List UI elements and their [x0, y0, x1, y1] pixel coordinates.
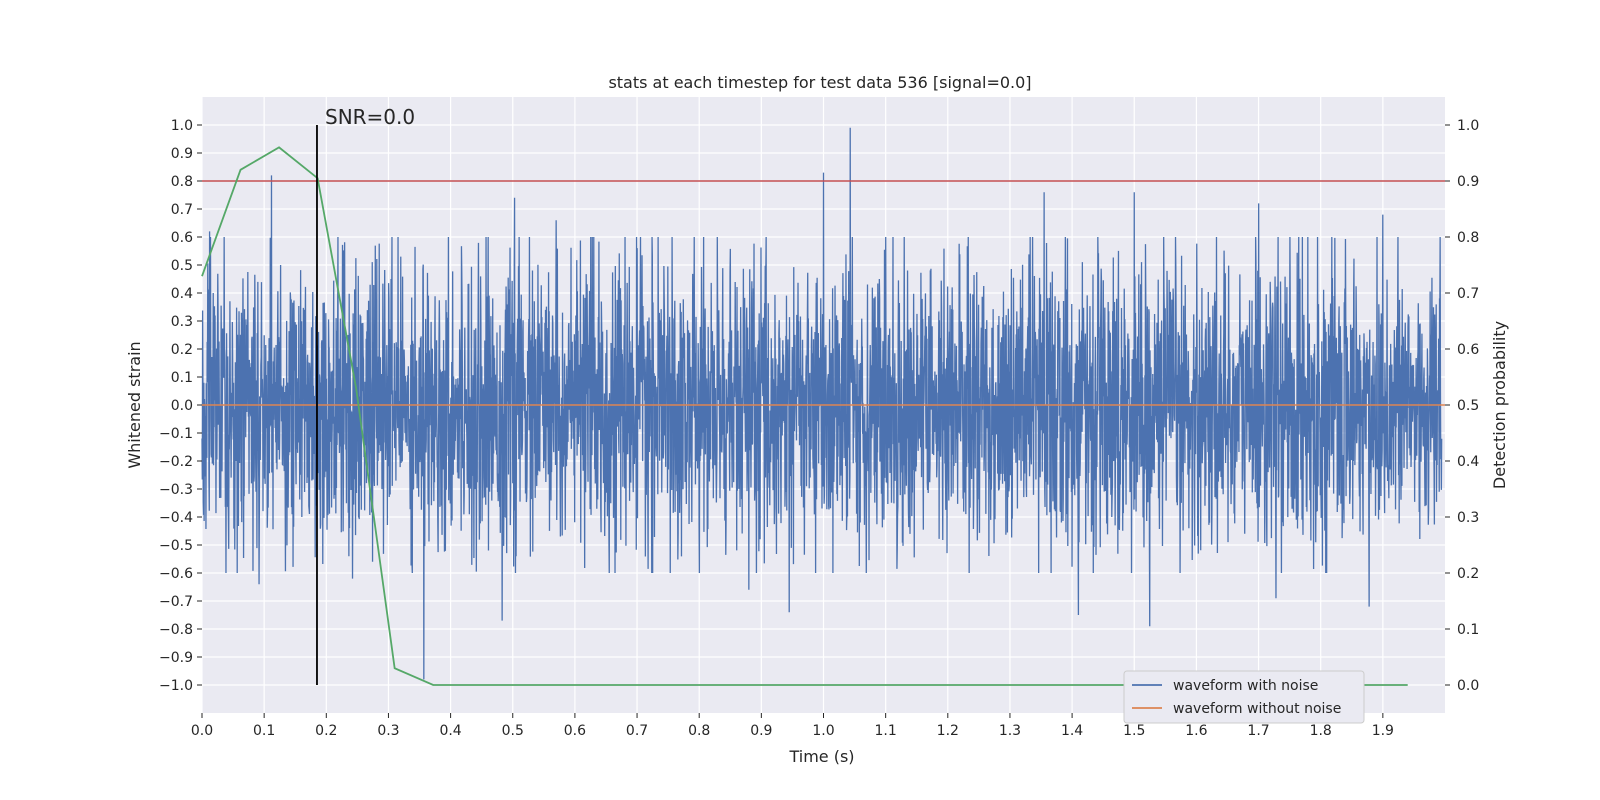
x-tick-label: 1.2 [937, 723, 959, 739]
y2-axis-ticks: 1.0 0.9 0.8 0.7 0.6 0.5 0.4 0.3 0.2 0.1 0.0 [1445, 118, 1479, 694]
y-tick-label: −0.3 [159, 482, 193, 498]
y2-tick-label: 0.3 [1457, 510, 1479, 526]
chart-title: stats at each timestep for test data 536… [608, 73, 1031, 92]
y-tick-label: −0.9 [159, 650, 193, 666]
y-tick-label: 0.8 [171, 174, 193, 190]
y2-tick-label: 0.4 [1457, 454, 1479, 470]
x-tick-label: 0.0 [191, 723, 213, 739]
y-tick-label: 0.2 [171, 342, 193, 358]
y2-tick-label: 0.8 [1457, 230, 1479, 246]
y-axis-ticks: 1.0 0.9 0.8 0.7 0.6 0.5 0.4 0.3 0.2 0.1 0.0 −0.1 −0.… [159, 118, 202, 694]
y-tick-label: −0.7 [159, 594, 193, 610]
x-tick-label: 0.4 [439, 723, 461, 739]
x-tick-label: 0.7 [626, 723, 648, 739]
legend-box [1123, 670, 1365, 724]
noise-waveform-line [201, 127, 1443, 680]
x-tick-label: 0.5 [502, 723, 524, 739]
y-tick-label: 1.0 [171, 118, 193, 134]
y-tick-label: −1.0 [159, 678, 193, 694]
x-tick-label: 1.0 [812, 723, 834, 739]
y2-tick-label: 0.2 [1457, 566, 1479, 582]
x-tick-label: 1.4 [1061, 723, 1083, 739]
x-tick-label: 0.2 [315, 723, 337, 739]
x-tick-label: 1.9 [1372, 723, 1394, 739]
x-axis-label: Time (s) [788, 747, 854, 766]
y-tick-label: 0.7 [171, 202, 193, 218]
snr-annotation: SNR=0.0 [325, 105, 415, 129]
y2-tick-label: 0.7 [1457, 286, 1479, 302]
x-tick-label: 1.8 [1310, 723, 1332, 739]
y-tick-label: 0.6 [171, 230, 193, 246]
x-tick-label: 0.9 [750, 723, 772, 739]
y-tick-label: 0.4 [171, 286, 193, 302]
y-tick-label: −0.1 [159, 426, 193, 442]
y-tick-label: 0.9 [171, 146, 193, 162]
x-tick-label: 0.8 [688, 723, 710, 739]
y-tick-label: 0.3 [171, 314, 193, 330]
series-layer [201, 125, 1445, 686]
legend-label-noise: waveform with noise [1173, 678, 1318, 694]
y-tick-label: −0.8 [159, 622, 193, 638]
x-tick-label: 1.6 [1185, 723, 1207, 739]
legend-label-clean: waveform without noise [1173, 701, 1341, 717]
x-tick-label: 0.6 [564, 723, 586, 739]
x-tick-label: 1.5 [1123, 723, 1145, 739]
y2-tick-label: 0.5 [1457, 398, 1479, 414]
y-axis-label: Whitened strain [125, 341, 144, 468]
y-tick-label: −0.6 [159, 566, 193, 582]
y2-axis-label: Detection probability [1490, 321, 1509, 489]
y-tick-label: 0.1 [171, 370, 193, 386]
y-tick-label: −0.2 [159, 454, 193, 470]
legend: waveform with noise waveform without noi… [1123, 670, 1365, 724]
y2-tick-label: 0.1 [1457, 622, 1479, 638]
x-tick-label: 0.1 [253, 723, 275, 739]
y-tick-label: −0.5 [159, 538, 193, 554]
y-tick-label: 0.5 [171, 258, 193, 274]
y2-tick-label: 0.0 [1457, 678, 1479, 694]
y2-tick-label: 0.9 [1457, 174, 1479, 190]
x-axis-ticks: 0.0 0.1 0.2 0.3 0.4 0.5 0.6 0.7 0.8 0.9 1.0 1.1 1.2 1… [191, 713, 1394, 739]
x-tick-label: 1.3 [999, 723, 1021, 739]
detection-probability-line [201, 146, 1408, 686]
y2-tick-label: 0.6 [1457, 342, 1479, 358]
y2-tick-label: 1.0 [1457, 118, 1479, 134]
x-tick-label: 0.3 [377, 723, 399, 739]
x-tick-label: 1.7 [1247, 723, 1269, 739]
y-tick-label: 0.0 [171, 398, 193, 414]
x-tick-label: 1.1 [875, 723, 897, 739]
y-tick-label: −0.4 [159, 510, 193, 526]
